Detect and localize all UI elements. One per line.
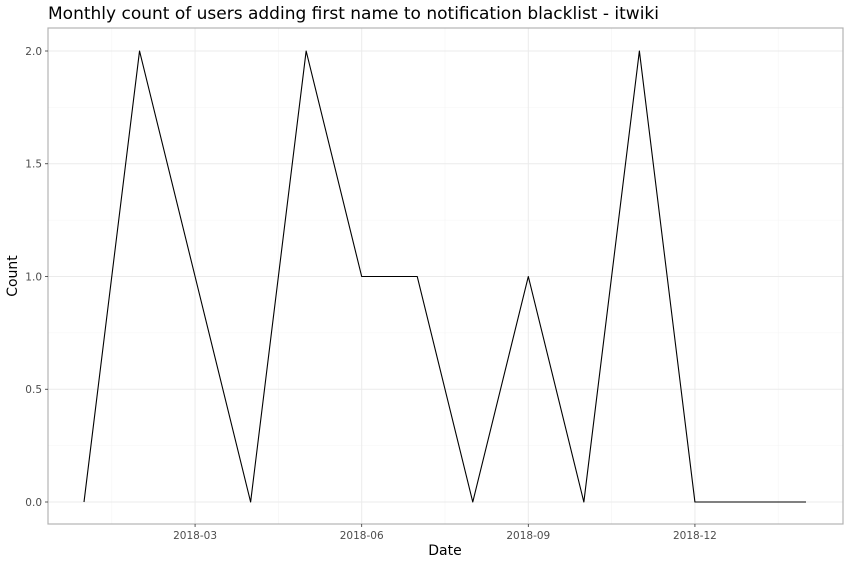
y-tick-label: 0.5: [25, 384, 42, 396]
y-axis: 0.0 0.5 1.0 1.5 2.0: [25, 46, 48, 509]
chart-title: Monthly count of users adding first name…: [48, 4, 659, 24]
x-tick-label: 2018-06: [340, 530, 384, 542]
series-line: [83, 50, 806, 503]
x-tick-label: 2018-09: [506, 530, 550, 542]
y-tick-label: 0.0: [25, 497, 42, 509]
x-tick-label: 2018-12: [673, 530, 717, 542]
y-tick-label: 1.0: [25, 271, 42, 283]
y-tick-label: 2.0: [25, 46, 42, 58]
y-tick-label: 1.5: [25, 159, 42, 171]
y-axis-title: Count: [5, 255, 21, 297]
x-axis-title: Date: [428, 543, 461, 559]
grid: [48, 28, 843, 524]
x-axis: 2018-03 2018-06 2018-09 2018-12: [173, 524, 717, 542]
x-tick-label: 2018-03: [173, 530, 217, 542]
plot-panel: [47, 27, 844, 525]
